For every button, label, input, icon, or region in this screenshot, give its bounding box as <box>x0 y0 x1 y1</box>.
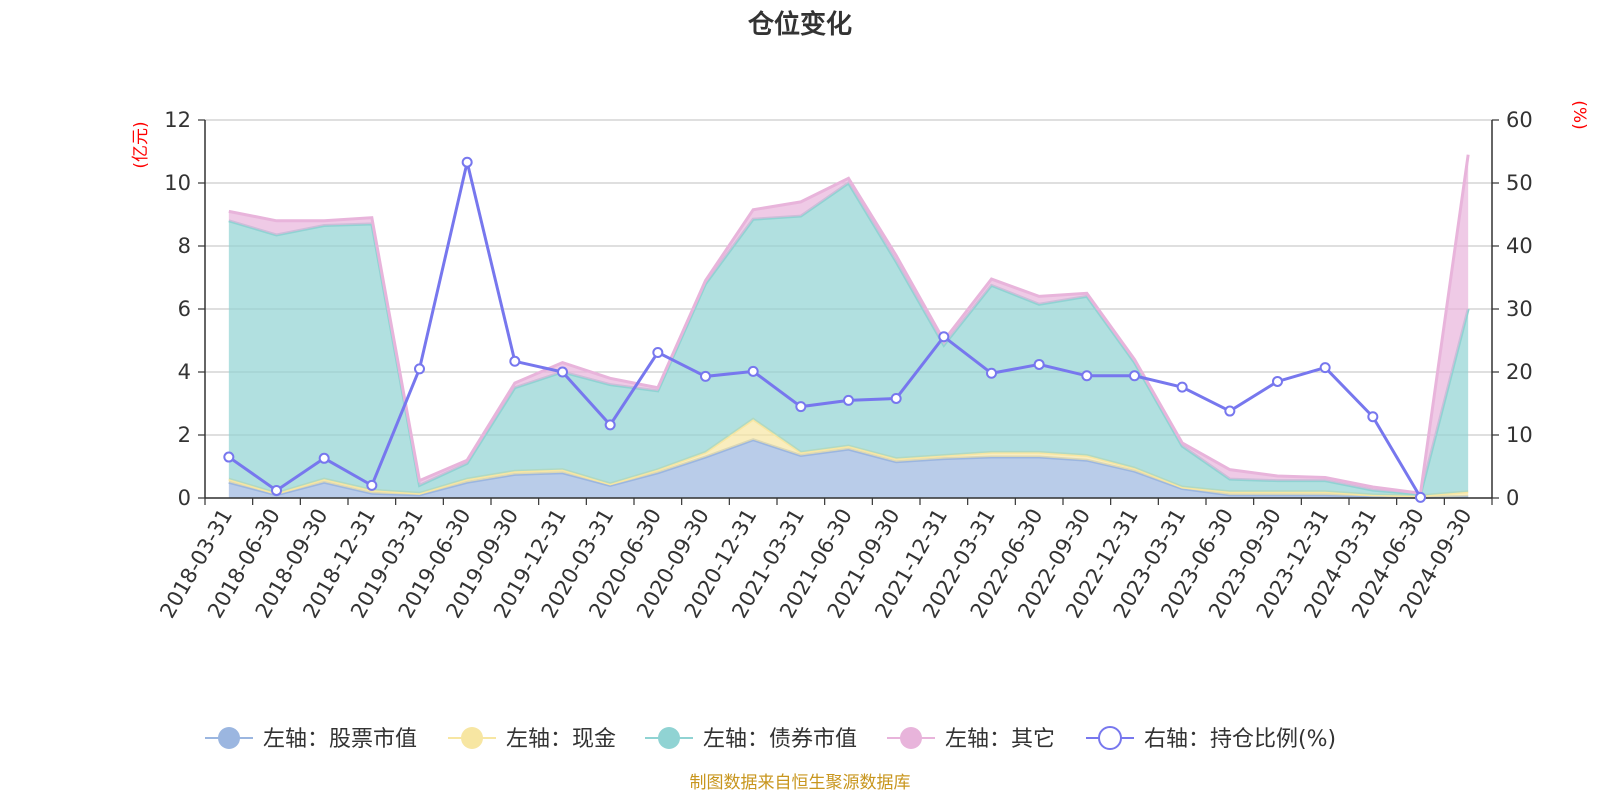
right-tick-label: 40 <box>1506 234 1533 258</box>
line-point <box>557 366 568 378</box>
left-tick-label: 8 <box>178 234 191 258</box>
line-path <box>227 161 1422 499</box>
left-tick-label: 2 <box>178 423 191 447</box>
left-tick-label: 12 <box>164 108 191 132</box>
line-point <box>1033 358 1045 370</box>
line-point <box>366 479 378 491</box>
line-point <box>1224 405 1236 417</box>
legend-item: 右轴：持仓比例(%) <box>1086 726 1336 752</box>
legend-item: 左轴：股票市值 <box>205 727 417 752</box>
legend-label: 左轴：其它 <box>945 727 1055 752</box>
area-左轴：股票市值 <box>228 439 1469 498</box>
line-point <box>414 363 425 375</box>
left-tick-label: 10 <box>164 171 191 195</box>
right-tick-label: 60 <box>1506 108 1533 132</box>
legend-item: 左轴：现金 <box>448 727 616 752</box>
line-point <box>1129 370 1140 382</box>
legend-item: 左轴：债券市值 <box>645 727 857 752</box>
legend-marker <box>461 727 483 749</box>
legend-item: 左轴：其它 <box>887 727 1055 752</box>
legend-marker <box>900 727 922 749</box>
area-左轴：债券市值 <box>228 183 1469 496</box>
line-point <box>1319 362 1331 374</box>
legend-label: 左轴：债券市值 <box>703 727 857 752</box>
line-point <box>1367 411 1379 423</box>
line-point <box>700 370 711 382</box>
line-point <box>795 401 807 413</box>
right-tick-label: 20 <box>1506 360 1533 384</box>
line-point <box>604 419 616 431</box>
line-point <box>1272 375 1283 387</box>
line-point <box>843 394 854 406</box>
right-tick-label: 10 <box>1506 423 1533 447</box>
line-point <box>747 365 759 377</box>
line-point <box>1415 491 1426 503</box>
right-tick-label: 50 <box>1506 171 1533 195</box>
line-point <box>986 367 997 379</box>
legend-marker <box>658 727 680 749</box>
legend-marker <box>1098 726 1122 750</box>
legend-label: 左轴：股票市值 <box>263 727 417 752</box>
line-point <box>509 355 521 367</box>
right-tick-label: 30 <box>1506 297 1533 321</box>
line-point <box>652 346 664 358</box>
line-point <box>318 452 330 464</box>
left-tick-label: 6 <box>178 297 191 321</box>
source-note: 制图数据来自恒生聚源数据库 <box>690 773 911 793</box>
line-point <box>1081 370 1093 382</box>
legend-label: 左轴：现金 <box>506 727 616 752</box>
legend: 左轴：股票市值 左轴：现金 左轴：债券市值 左轴：其它 右轴：持仓比例(%) <box>205 726 1336 752</box>
position-ratio-line <box>223 156 1426 503</box>
left-tick-label: 0 <box>178 486 191 510</box>
left-axis-unit: (亿元) <box>131 121 151 168</box>
legend-marker <box>218 727 240 749</box>
legend-label: 右轴：持仓比例(%) <box>1144 727 1336 752</box>
line-point <box>1176 381 1188 393</box>
line-point <box>461 156 473 168</box>
chart-title: 仓位变化 <box>747 9 852 40</box>
line-point <box>271 484 282 496</box>
stacked-areas <box>228 154 1470 499</box>
right-tick-label: 0 <box>1506 486 1519 510</box>
line-point <box>938 331 950 343</box>
right-axis-unit: (%) <box>1569 100 1589 129</box>
line-point <box>890 392 902 404</box>
line-point <box>223 451 235 463</box>
area-edge-左轴：其它 <box>228 154 1470 495</box>
left-tick-label: 4 <box>178 360 191 384</box>
